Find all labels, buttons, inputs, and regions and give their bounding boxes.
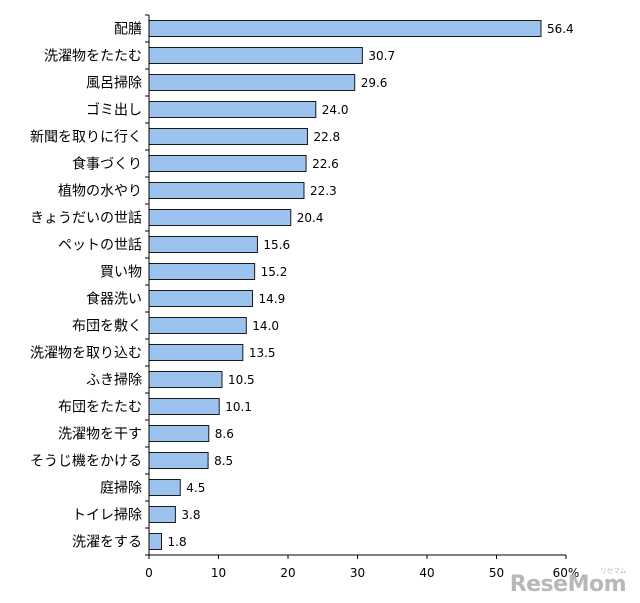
value-label: 8.5 <box>214 454 233 468</box>
category-label: 洗濯物をたたむ <box>44 49 142 65</box>
category-label: 洗濯物を干す <box>58 427 142 443</box>
labels-layer: 配膳 56.4 洗濯物をたたむ 30.7 風呂掃除 29.6 ゴミ出し 24.0 新聞を取りに行… <box>30 22 579 581</box>
category-label: 食事づくり <box>72 156 142 173</box>
category-label: ペットの世話 <box>58 237 142 254</box>
category-label: 配膳 <box>114 22 142 38</box>
bar <box>148 398 220 415</box>
bars-layer <box>148 20 542 550</box>
bar <box>148 128 308 145</box>
value-label: 10.1 <box>225 400 252 414</box>
value-label: 13.5 <box>249 346 276 360</box>
bar <box>148 209 292 226</box>
category-label: ふき掃除 <box>86 372 142 389</box>
category-label: 洗濯物を取り込む <box>30 346 142 362</box>
category-label: 買い物 <box>100 265 142 281</box>
resemom-watermark: ReseMom リセマム <box>509 567 627 597</box>
watermark-text: ReseMom <box>509 572 627 597</box>
category-label: 布団をたたむ <box>58 400 142 416</box>
x-tick-label: 50 <box>489 566 504 580</box>
x-tick-label: 40 <box>419 566 434 580</box>
bar <box>148 74 356 91</box>
bar <box>148 20 542 37</box>
category-label: トイレ掃除 <box>72 507 142 524</box>
value-label: 22.8 <box>313 130 340 144</box>
value-label: 22.3 <box>310 184 337 198</box>
value-label: 29.6 <box>361 76 388 90</box>
x-tick-label: 60% <box>553 566 580 580</box>
bar <box>148 236 258 253</box>
value-label: 4.5 <box>186 481 205 495</box>
value-label: 15.6 <box>263 238 290 252</box>
bar <box>148 317 247 334</box>
category-label: ゴミ出し <box>86 102 142 119</box>
value-label: 15.2 <box>261 265 288 279</box>
value-label: 10.5 <box>228 373 255 387</box>
axis-layer <box>145 14 567 559</box>
bar <box>148 290 254 307</box>
bar <box>148 371 223 388</box>
category-label: きょうだいの世話 <box>30 210 142 227</box>
watermark-small-text: リセマム <box>600 567 627 575</box>
x-tick-label: 30 <box>350 566 365 580</box>
bar <box>148 263 256 280</box>
value-label: 20.4 <box>297 211 324 225</box>
x-tick-label: 0 <box>145 566 153 580</box>
category-label: 風呂掃除 <box>86 75 142 92</box>
category-label: 洗濯をする <box>72 535 142 551</box>
value-label: 8.6 <box>215 427 234 441</box>
bar <box>148 479 181 496</box>
bar <box>148 155 307 172</box>
value-label: 30.7 <box>368 49 395 63</box>
value-label: 56.4 <box>547 22 574 36</box>
x-tick-label: 20 <box>280 566 295 580</box>
bar <box>148 425 210 442</box>
category-label: 新聞を取りに行く <box>30 130 142 146</box>
x-tick-label: 10 <box>211 566 226 580</box>
bar <box>148 506 176 523</box>
category-label: 食器洗い <box>86 291 142 308</box>
bar <box>148 344 244 361</box>
category-label: 布団を敷く <box>72 319 142 335</box>
bar <box>148 182 305 199</box>
bar <box>148 533 163 550</box>
category-label: 庭掃除 <box>100 480 142 497</box>
bar <box>148 452 209 469</box>
bar <box>148 47 363 64</box>
value-label: 14.9 <box>259 292 286 306</box>
category-label: 植物の水やり <box>58 184 142 200</box>
value-label: 14.0 <box>252 319 279 333</box>
value-label: 22.6 <box>312 157 339 171</box>
category-label: そうじ機をかける <box>30 454 142 470</box>
bar <box>148 101 317 118</box>
value-label: 3.8 <box>181 508 200 522</box>
value-label: 24.0 <box>322 103 349 117</box>
value-label: 1.8 <box>168 535 187 549</box>
